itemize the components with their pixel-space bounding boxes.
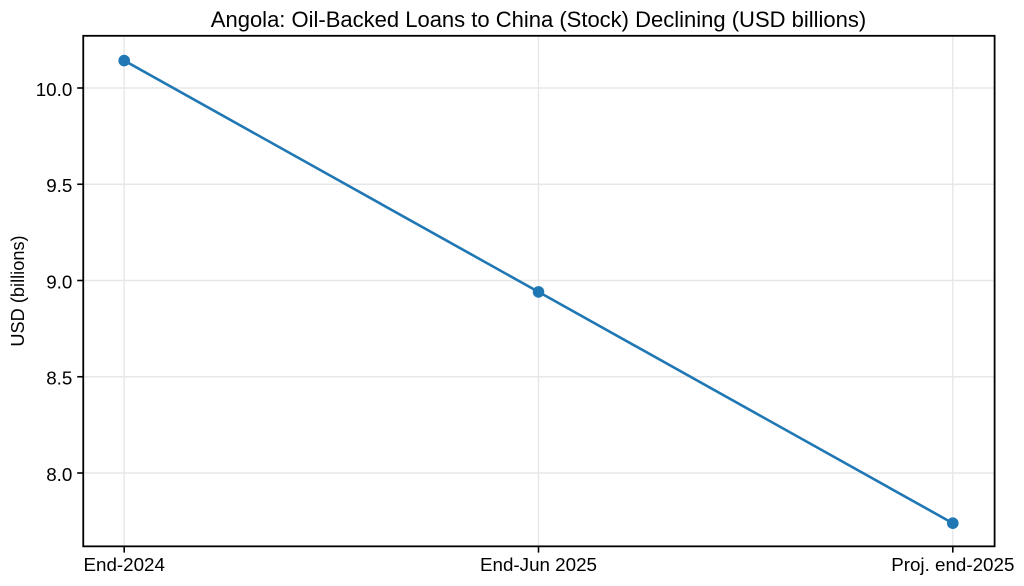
svg-text:Angola: Oil-Backed Loans to Ch: Angola: Oil-Backed Loans to China (Stock… <box>211 7 866 32</box>
svg-text:8.5: 8.5 <box>46 368 72 389</box>
svg-text:USD (billions): USD (billions) <box>8 235 28 346</box>
svg-text:9.0: 9.0 <box>46 271 72 292</box>
svg-text:End-2024: End-2024 <box>83 554 164 575</box>
svg-text:8.0: 8.0 <box>46 464 72 485</box>
svg-text:Proj. end-2025: Proj. end-2025 <box>891 554 1014 575</box>
svg-text:10.0: 10.0 <box>36 79 73 100</box>
svg-text:End-Jun 2025: End-Jun 2025 <box>480 554 597 575</box>
svg-text:9.5: 9.5 <box>46 175 72 196</box>
